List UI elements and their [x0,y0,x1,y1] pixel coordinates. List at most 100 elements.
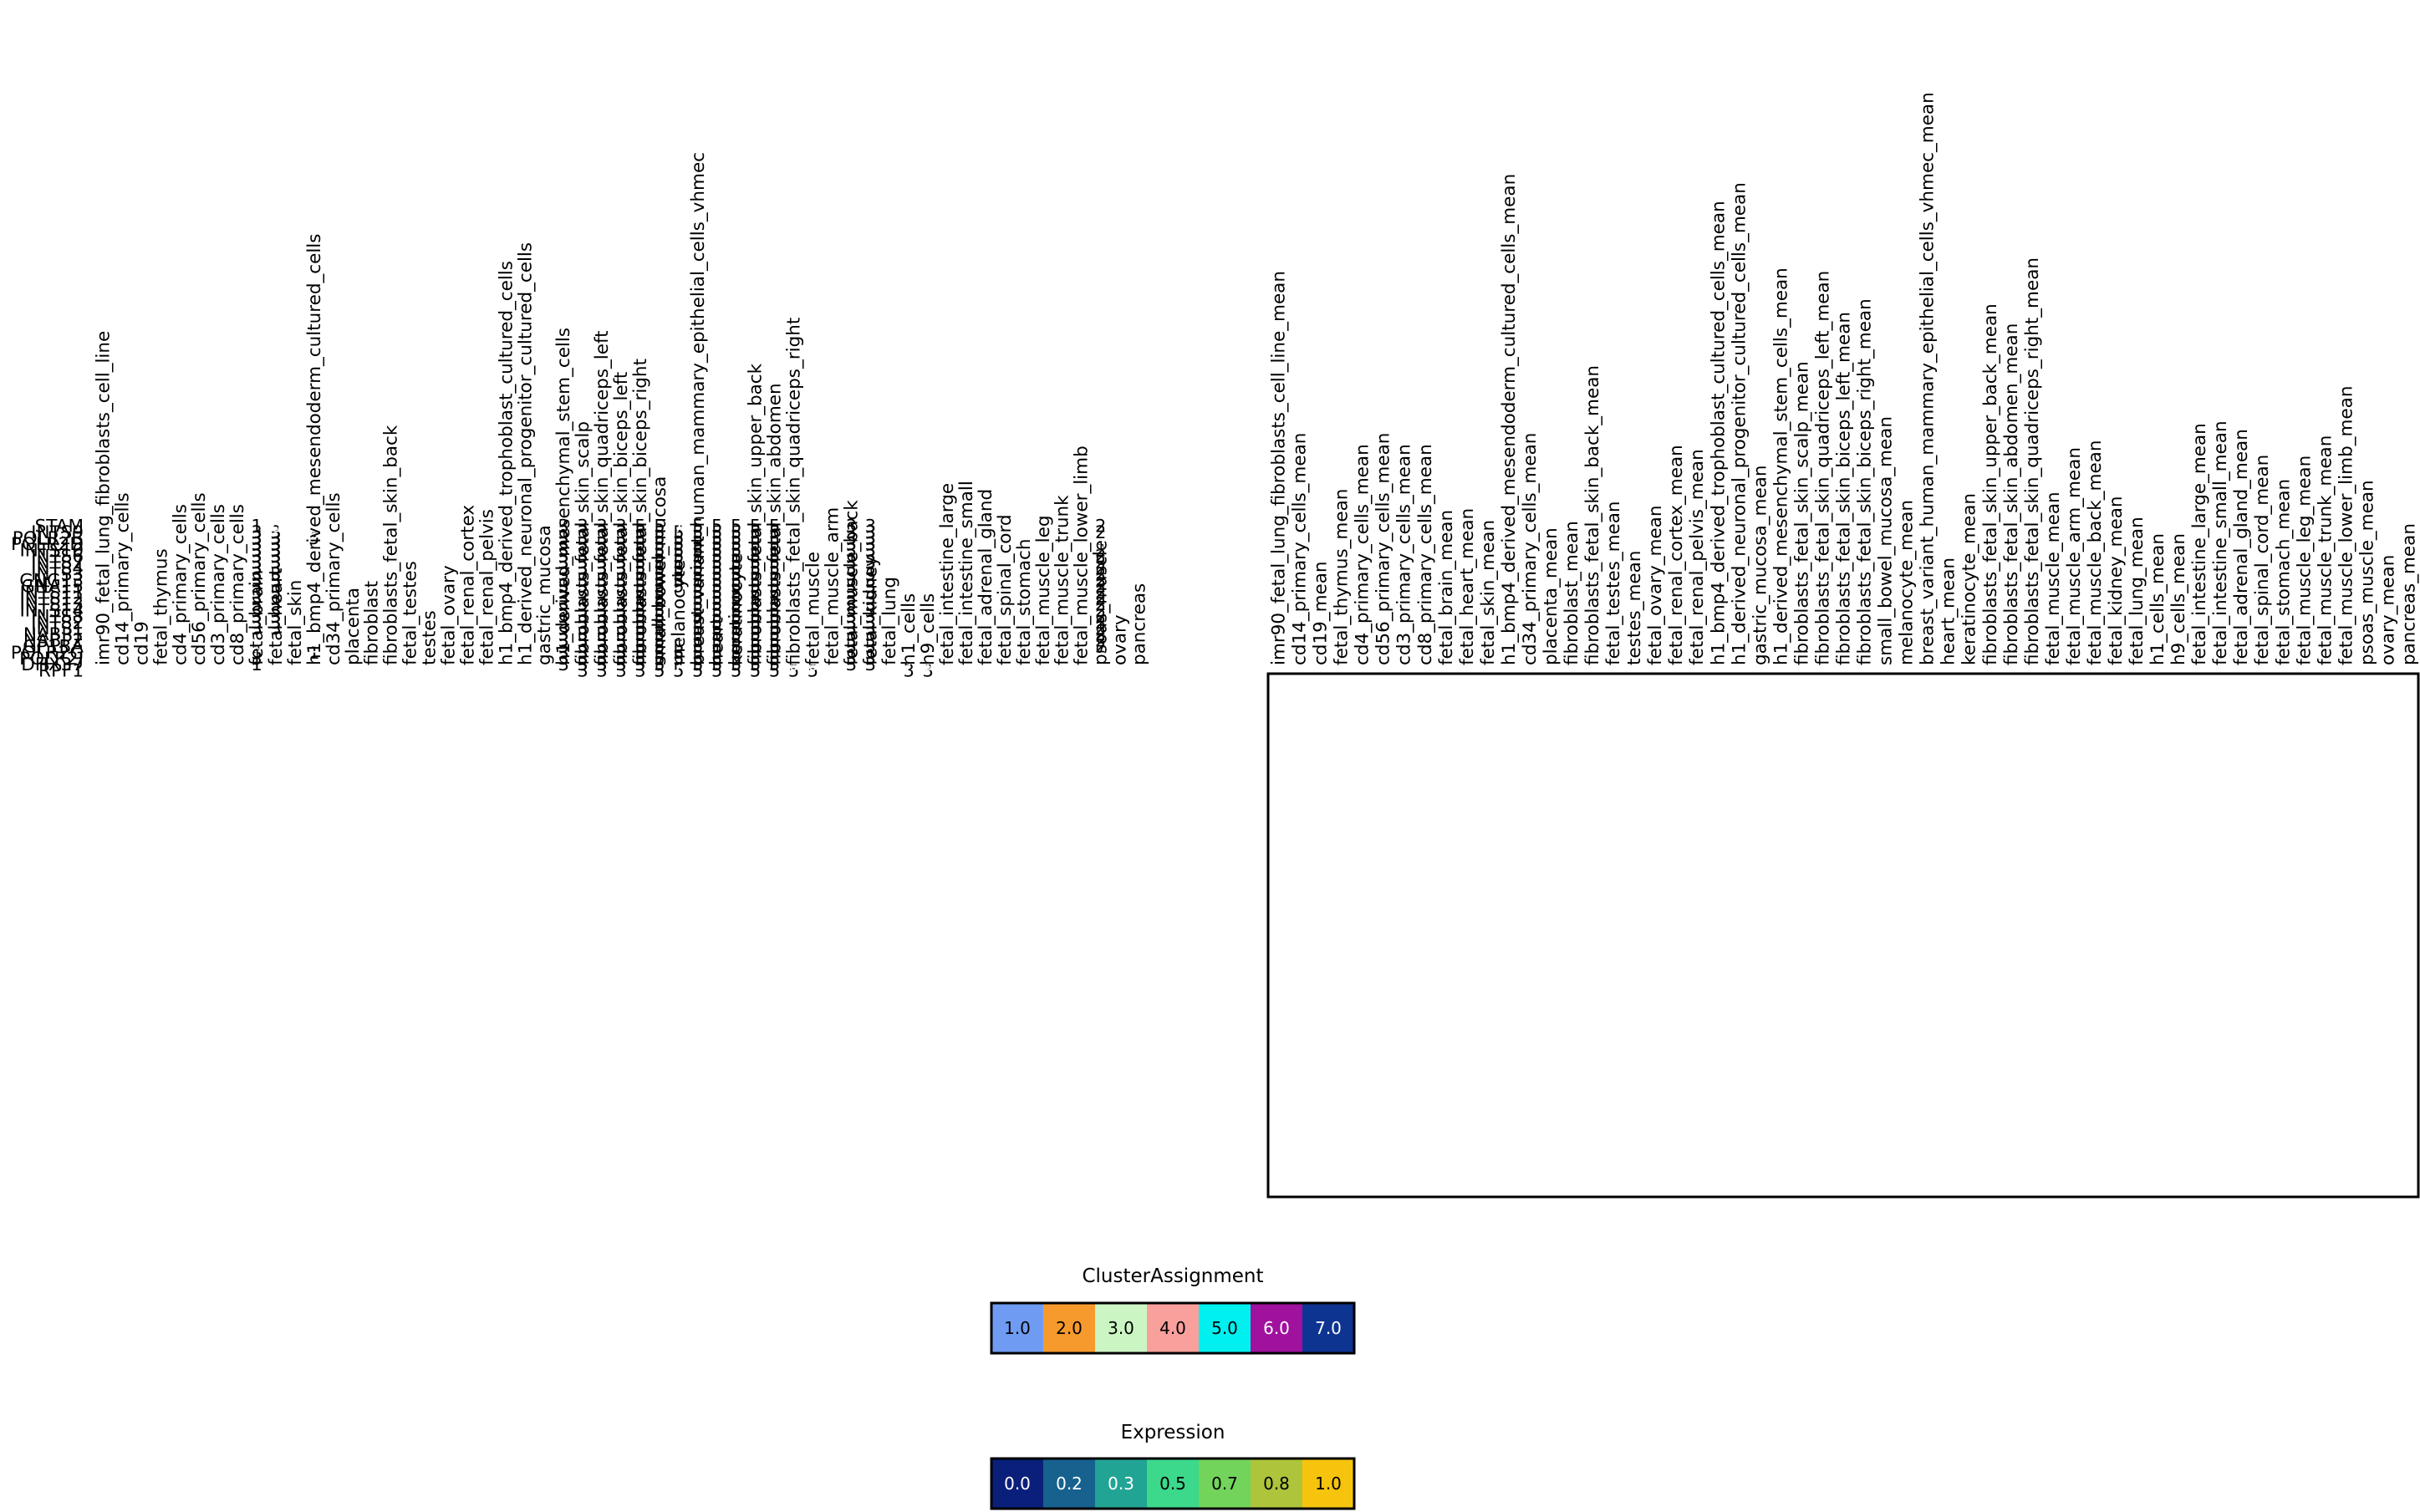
cluster-cell-value: 6 [922,624,933,644]
cluster-cell-value: 2 [1095,637,1106,657]
cluster-cell-value: 5 [769,630,780,650]
cluster-cell-value: 6 [270,654,281,675]
cluster-cell-value: 3 [865,517,876,537]
cluster-cell-value: 6 [1018,649,1029,669]
cluster-cell-value: 6 [999,649,1010,669]
cluster-cell-value: 6 [175,607,186,627]
cluster-cell-value: 3 [615,649,626,669]
cluster-cell-value: 6 [922,607,933,627]
cluster-cell-value: 6 [1057,654,1067,675]
cluster-cell-value: 6 [175,643,186,663]
cluster-cell-value: 6 [98,654,109,675]
cluster-cell-value: 6 [788,624,799,644]
row-label: RPF1 [38,660,84,681]
cluster-cell-value: 6 [1057,637,1067,657]
cluster-cell-value: 6 [347,613,358,633]
cluster-cell-value: 6 [136,643,147,663]
cluster-cell-value: 6 [405,654,415,675]
cluster-cell-value: 6 [136,619,147,639]
cluster-cell-value: 1 [308,643,319,663]
cluster-cell-value: 6 [366,613,377,633]
cluster-cell-value: 3 [846,654,857,675]
expression-legend-title: Expression [1121,1422,1225,1443]
cluster-cell-value: 5 [731,619,741,639]
cluster-cell-value: 3 [596,619,607,639]
cluster-cell-value: 6 [194,624,205,644]
cluster-cell-value: 3 [251,619,262,639]
cluster-cell-value: 6 [328,607,339,627]
cluster-cell-value: 6 [827,630,838,650]
cluster-cell-value: 6 [941,643,952,663]
column-label: h1_bmp4_derived_trophoblast_cultured_cel… [496,261,517,665]
cluster-cell-value: 6 [884,660,895,680]
cluster-cell-value: 6 [98,624,109,644]
cluster-cell-value: 5 [654,643,665,663]
cluster-cell-value: 6 [155,517,166,537]
cluster-cell-value: 7 [884,637,895,657]
cluster-cell-value: 5 [654,613,665,633]
cluster-cell-value: 6 [808,613,818,633]
cluster-cell-value: 6 [941,619,952,639]
column-label: fetal_testes [400,561,421,665]
cluster-cell-value: 6 [385,630,396,650]
cluster-cell-value: 6 [1114,643,1125,663]
cluster-cell-value: 6 [501,630,512,650]
column-label: fibroblasts_fetal_skin_upper_back_mean [1980,303,2001,665]
cluster-cell-value: 6 [98,649,109,669]
cluster-cell-value: 6 [366,654,377,675]
cluster-cell-value: 6 [251,624,262,644]
cluster-cell-value: 6 [980,637,991,657]
column-label: fibroblasts_fetal_skin_scalp [573,421,594,665]
cluster-cell-value: 6 [308,654,319,675]
column-label: fetal_muscle_trunk_mean [2315,435,2336,665]
cluster-cell-value: 6 [443,637,454,657]
cluster-cell-value: 6 [308,613,319,633]
column-label: h9_cells [918,593,939,665]
cluster-cell-value: 6 [232,624,242,644]
cluster-cell-value: 6 [270,660,281,680]
column-label: cd14_primary_cells_mean [1290,433,1311,665]
cluster-cell-value: 5 [692,607,703,627]
column-label: fetal_muscle_lower_limb_mean [2336,386,2356,665]
cluster-cell-value: 7 [884,649,895,669]
cluster-cell-value: 6 [462,619,473,639]
cluster-cell-value: 6 [1114,649,1125,669]
column-label: fetal_ovary [438,565,459,665]
column-label: fetal_muscle_leg_mean [2294,456,2315,665]
cluster-cell-value: 6 [788,619,799,639]
cluster-cell-value: 6 [1018,624,1029,644]
cluster-cell-value: 6 [328,649,339,669]
column-label: fibroblasts_fetal_skin_abdomen [765,383,786,665]
cluster-cell-value: 6 [788,637,799,657]
cluster-cell-value: 3 [558,637,568,657]
cluster-cell-value: 6 [827,619,838,639]
expression-heatmap-frame [1266,672,2420,1199]
cluster-cell-value: 6 [424,630,435,650]
cluster-cell-value: 5 [750,654,761,675]
cluster-cell-value: 6 [175,624,186,644]
column-label: cd19_mean [1311,561,1332,665]
cluster-cell-value: 6 [117,607,128,627]
column-label: fetal_stomach [1014,539,1035,665]
cluster-cell-value: 5 [769,643,780,663]
cluster-cell-value: 3 [577,607,588,627]
cluster-cell-value: 6 [827,637,838,657]
column-label: fetal_kidney [860,556,881,665]
cluster-cell-value: 6 [136,517,147,537]
cluster-cell-value: 6 [865,660,876,680]
cluster-cell-value: 6 [289,643,300,663]
cluster-cell-value: 6 [424,613,435,633]
cluster-cell-value: 5 [711,660,722,680]
cluster-cell-value: 5 [654,649,665,669]
cluster-cell-value: 6 [922,637,933,657]
column-label: heart_mean [1939,557,1959,665]
cluster-cell-value: 3 [865,619,876,639]
column-label: ovary [1110,614,1131,665]
column-label: cd19 [131,621,152,665]
cluster-cell-value: 3 [846,624,857,644]
cluster-cell-value: 6 [251,637,262,657]
legend-value: 2.0 [1056,1318,1083,1338]
cluster-cell-value: 5 [634,619,645,639]
cluster-cell-value: 6 [539,654,550,675]
cluster-cell-value: 7 [884,624,895,644]
